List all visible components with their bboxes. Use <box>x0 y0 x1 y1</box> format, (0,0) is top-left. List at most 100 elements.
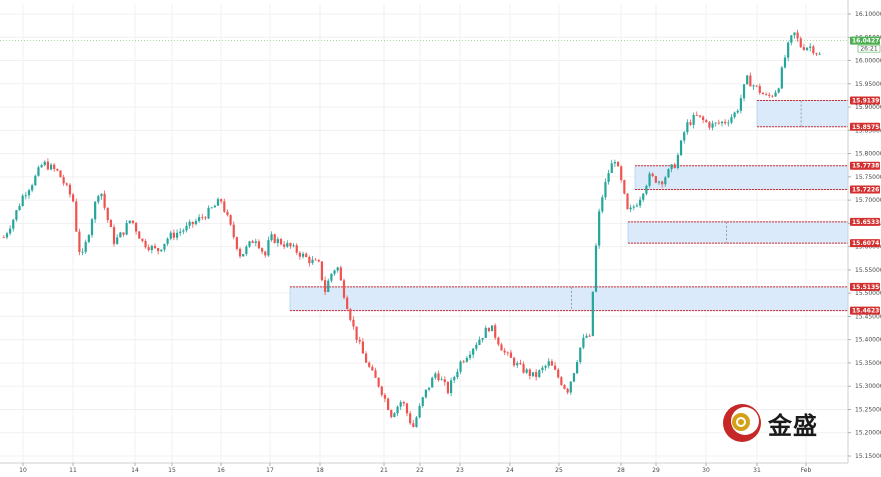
candle-body <box>355 326 358 340</box>
candle-body <box>462 361 465 363</box>
candle-body <box>626 193 629 210</box>
candle-body <box>812 46 815 54</box>
candle-body <box>308 257 311 264</box>
candle-body <box>610 163 613 174</box>
candle-body <box>412 423 415 427</box>
candle-body <box>468 354 472 358</box>
candle-body <box>295 245 298 253</box>
candle-body <box>490 325 494 332</box>
candle-body <box>144 240 147 248</box>
x-tick-label: Feb <box>801 467 812 474</box>
candle-body <box>62 177 65 184</box>
candle-body <box>324 280 327 293</box>
candle-body <box>557 369 560 378</box>
candle-body <box>553 365 557 370</box>
candle-body <box>465 357 468 362</box>
y-tick-label: 15.85000 <box>855 127 881 134</box>
x-tick-label: 29 <box>652 467 660 474</box>
countdown-label: 26:21 <box>860 46 877 53</box>
price-tag-label: 15.46239 <box>852 308 881 315</box>
candle-body <box>664 177 667 185</box>
candle-body <box>109 220 112 228</box>
candle-body <box>437 373 440 381</box>
demand-zone <box>289 286 849 311</box>
candle-body <box>692 114 695 125</box>
x-tick-label: 30 <box>702 467 710 474</box>
price-tag-label: 15.85756 <box>852 124 881 131</box>
countdown-box <box>857 44 881 53</box>
price-tag <box>850 306 880 315</box>
candle-body <box>103 193 106 208</box>
candle-body <box>68 184 72 195</box>
candle-body <box>629 207 632 210</box>
candle-body <box>604 181 607 198</box>
candle-body <box>399 402 402 407</box>
candle-body <box>787 42 790 58</box>
candle-body <box>169 232 172 239</box>
y-tick-label: 15.55000 <box>855 267 881 274</box>
candle-body <box>683 132 686 141</box>
candle-body <box>450 380 453 394</box>
candle-body <box>383 394 387 399</box>
candle-body <box>235 237 238 249</box>
candle-body <box>264 251 267 256</box>
demand-zone <box>756 100 849 128</box>
candle-body <box>679 140 683 156</box>
x-tick-label: 14 <box>131 467 139 474</box>
candle-body <box>342 280 346 298</box>
candle-body <box>377 377 380 387</box>
candle-body <box>415 417 418 427</box>
y-tick-label: 15.90000 <box>855 104 881 111</box>
y-tick-label: 15.95000 <box>855 81 881 88</box>
brand-logo: 金盛 <box>720 400 830 446</box>
candle-body <box>364 353 368 363</box>
y-tick-label: 15.45000 <box>855 313 881 320</box>
candle-body <box>298 252 301 257</box>
candle-body <box>431 377 434 388</box>
candle-body <box>686 122 689 133</box>
candle-body <box>509 352 513 358</box>
candle-body <box>43 161 46 166</box>
candle-body <box>374 370 377 378</box>
candle-body <box>790 35 793 43</box>
candle-body <box>755 85 758 87</box>
candle-body <box>594 245 598 292</box>
candle-body <box>141 238 144 241</box>
candle-body <box>138 231 141 239</box>
candle-body <box>320 261 324 281</box>
candle-body <box>220 199 223 202</box>
candle-body <box>371 366 374 371</box>
current-price-tag <box>850 36 880 45</box>
candle-body <box>742 84 746 99</box>
candle-body <box>188 221 191 226</box>
candle-body <box>654 176 657 183</box>
candle-body <box>582 337 585 348</box>
candle-body <box>84 241 87 252</box>
candle-body <box>251 241 254 243</box>
candle-body <box>531 372 535 377</box>
candle-body <box>317 260 320 262</box>
x-tick-label: 21 <box>380 467 388 474</box>
candle-body <box>478 339 481 345</box>
candle-body <box>194 220 198 225</box>
candle-body <box>49 164 53 170</box>
candle-body <box>639 199 642 206</box>
y-tick-label: 15.50000 <box>855 290 881 297</box>
candle-body <box>513 357 516 366</box>
candle-body <box>434 373 437 378</box>
candle-body <box>339 267 342 281</box>
candle-body <box>368 362 371 367</box>
candle-body <box>229 215 232 225</box>
candle-body <box>405 403 409 414</box>
y-tick-label: 15.20000 <box>855 430 881 437</box>
candle-body <box>257 241 261 249</box>
candle-body <box>446 381 450 394</box>
candle-body <box>301 253 305 257</box>
candle-body <box>232 224 235 238</box>
candle-body <box>661 181 664 185</box>
candle-body <box>150 245 153 251</box>
candle-body <box>254 241 257 243</box>
y-tick-label: 16.10000 <box>855 11 881 18</box>
candle-body <box>815 53 818 55</box>
